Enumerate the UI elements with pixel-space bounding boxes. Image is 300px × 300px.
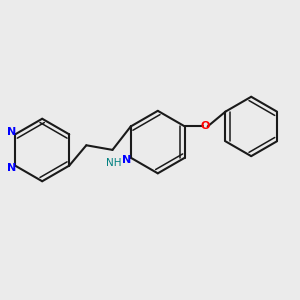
Text: N: N	[122, 155, 132, 165]
Text: NH: NH	[106, 158, 122, 168]
Text: N: N	[7, 127, 16, 137]
Text: O: O	[200, 122, 210, 131]
Text: N: N	[7, 163, 16, 173]
